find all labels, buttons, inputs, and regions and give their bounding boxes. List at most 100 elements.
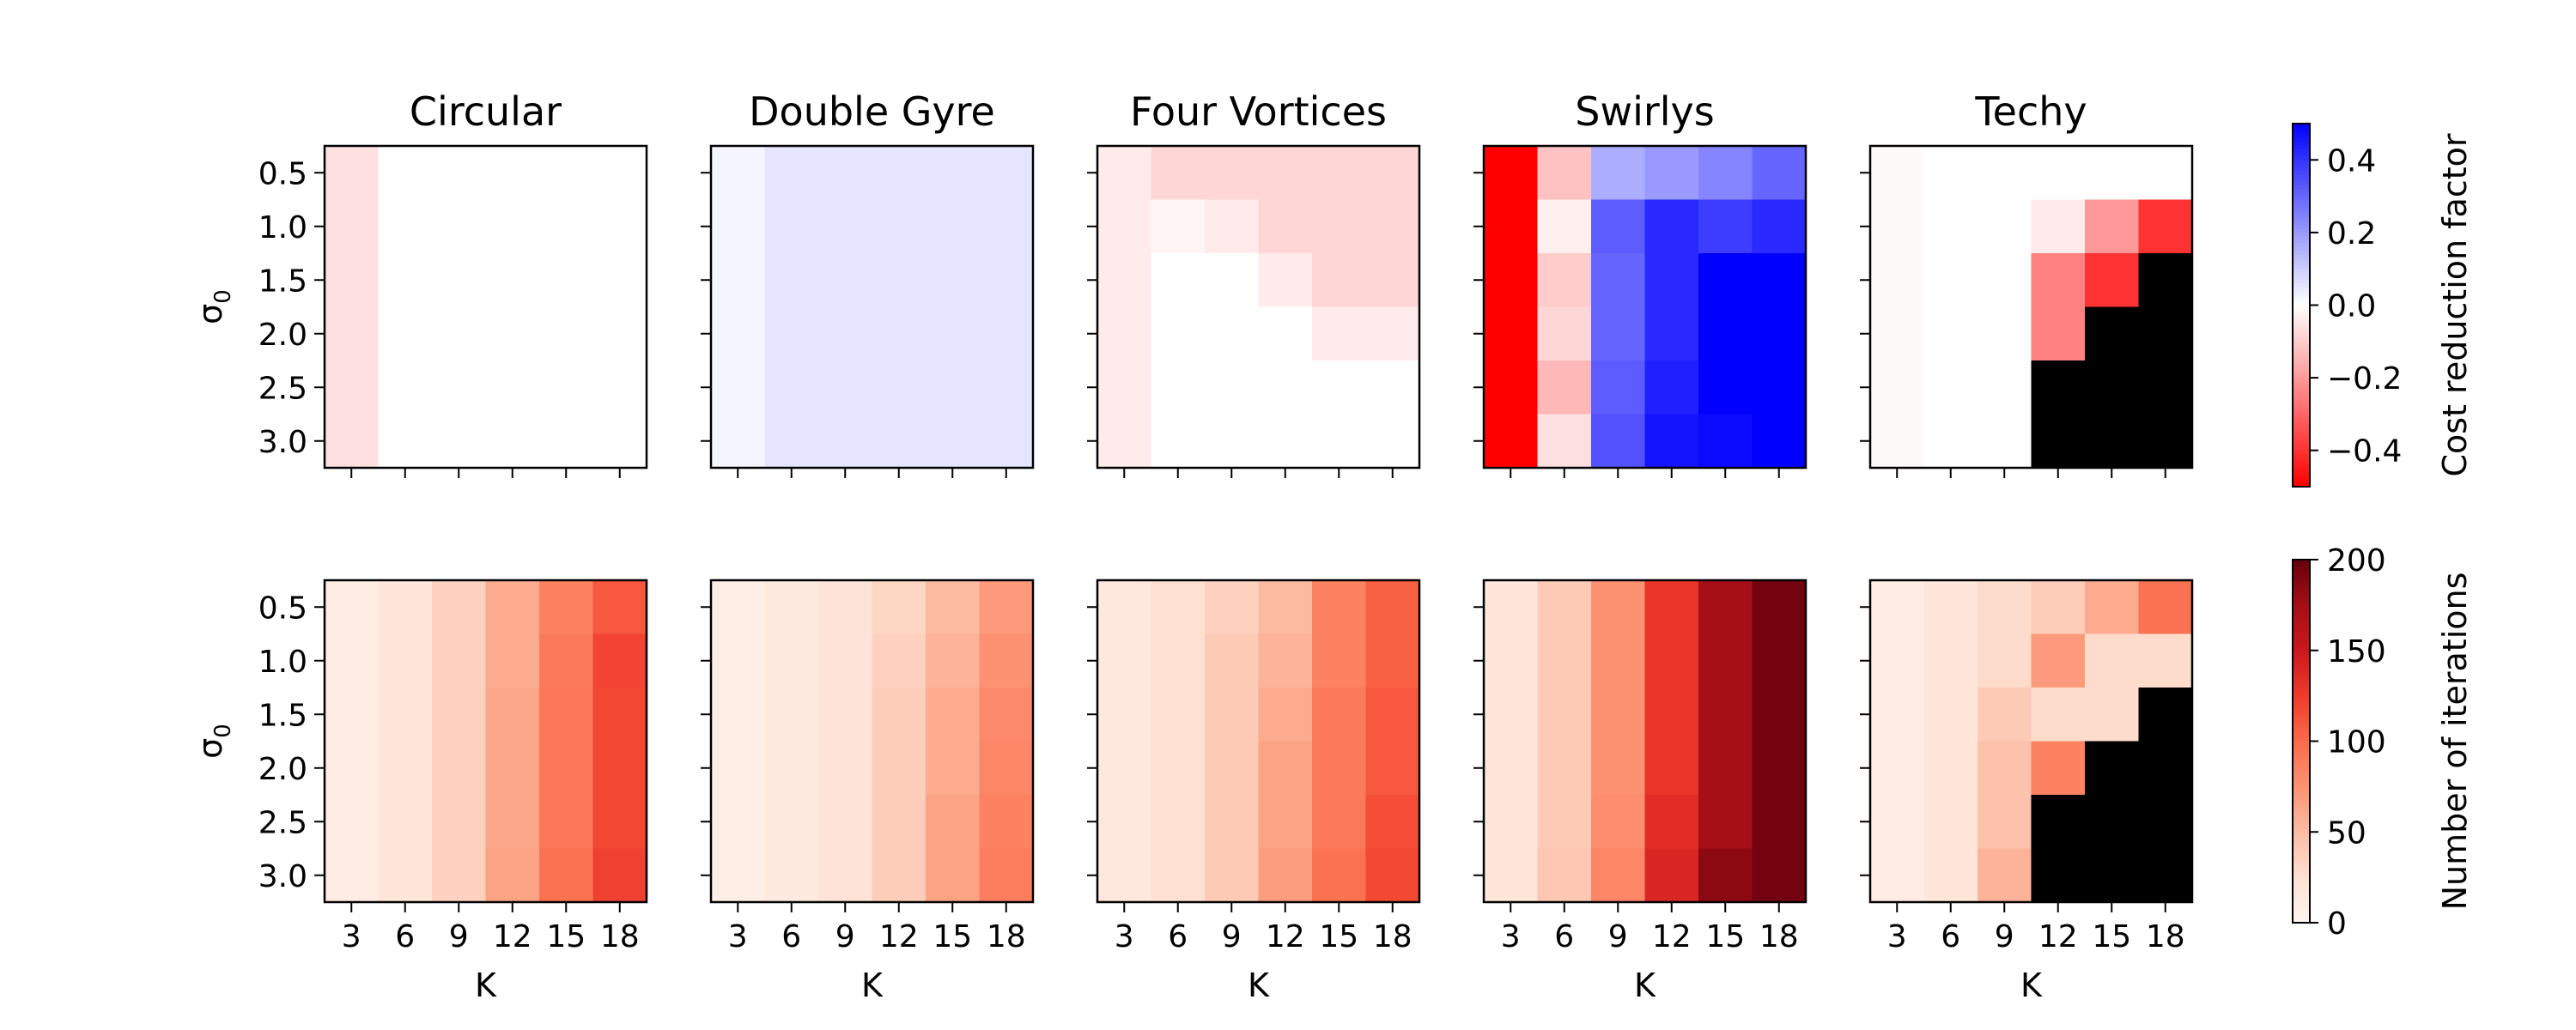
colorbar-gradient-step [2293,795,2310,800]
heatmap-cell [2085,253,2140,308]
heatmap-cell [378,146,433,201]
colorbar-gradient-step [2293,904,2310,909]
colorbar-gradient-step [2293,679,2310,684]
heatmap-cell [818,688,873,742]
y-tick-label: 2.5 [258,805,307,840]
heatmap-cell [1591,795,1646,850]
colorbar-gradient-step [2293,876,2310,880]
colorbar-label-cost_reduction: Cost reduction factor [2436,133,2474,476]
colorbar-gradient-step [2293,352,2310,357]
colorbar-cost_reduction: 0.4 0.2 0.0 −0.2 −0.4 Cost reduction factor [2292,123,2474,488]
colorbar-gradient-step [2293,759,2310,764]
heatmap-cell [539,146,594,201]
colorbar-gradient-step [2293,428,2310,433]
heatmap-cell [1752,199,1807,254]
colorbar-gradient-step [2293,832,2310,837]
heatmap-panel-circular-cost_reduction: 0.5 1.0 1.5 2.0 2.5 3.0 Circular [258,88,648,478]
heatmap-cell [1484,848,1539,903]
heatmap-cell [818,414,873,469]
heatmap-cell [1870,360,1925,415]
colorbar-gradient-step [2293,261,2310,266]
heatmap-cell [1097,146,1152,201]
heatmap-cell [872,848,927,903]
colorbar-gradient-step [2293,835,2310,840]
colorbar-gradient-step [2293,341,2310,346]
colorbar-gradient-step [2293,730,2310,735]
colorbar-gradient-step [2293,585,2310,590]
colorbar-tick-label: 100 [2327,725,2386,760]
colorbar-gradient-step [2293,839,2310,844]
heatmap-cell [711,848,766,903]
heatmap-cell [1205,414,1260,469]
heatmap-cell [592,741,647,796]
x-tick-label: 6 [1168,919,1188,954]
colorbar-gradient-step [2293,464,2310,470]
heatmap-cell [1312,688,1367,742]
heatmap-cell [1365,146,1420,201]
heatmap-cell [2138,414,2193,469]
heatmap-cell [764,580,819,635]
heatmap-cell [2031,580,2086,635]
heatmap-cell [1644,688,1699,742]
heatmap-cell [1097,741,1152,796]
heatmap-cell [1537,580,1592,635]
heatmap-cell [1312,146,1367,201]
heatmap-cell [711,199,766,254]
heatmap-cell [1644,146,1699,201]
heatmap-cell [1870,199,1925,254]
heatmap-cell [592,580,647,635]
heatmap-cell [1097,688,1152,742]
heatmap-panel-four-vortices-iterations: 3 6 9 12 15 18 K [1087,579,1421,1004]
colorbar-gradient-step [2293,864,2310,869]
colorbar-gradient-step [2293,868,2310,873]
heatmap-cell [1258,848,1313,903]
colorbar-gradient-step [2293,799,2310,804]
heatmap-cell [2085,580,2140,635]
colorbar-gradient-step [2293,137,2310,142]
colorbar-gradient-step [2293,690,2310,695]
heatmap-cell [1484,360,1539,415]
heatmap-cell [979,146,1034,201]
x-tick-label: 12 [1652,919,1692,954]
colorbar-gradient-step [2293,846,2310,851]
x-tick-label: 15 [1705,919,1745,954]
x-tick-label: 3 [728,919,748,954]
heatmap-cell [2085,848,2140,903]
colorbar-gradient-step [2293,705,2310,710]
heatmap-cell [1923,146,1978,201]
heatmap-cell [1870,688,1925,742]
colorbar-tick-label: −0.2 [2327,361,2402,397]
heatmap-cell [1752,414,1807,469]
heatmap-cell [1365,741,1420,796]
colorbar-gradient-step [2293,294,2310,299]
heatmap-cell [1644,414,1699,469]
colorbar-gradient-step [2293,712,2310,717]
heatmap-cell [432,580,487,635]
heatmap-cell [926,414,981,469]
colorbar-gradient-step [2293,897,2310,902]
colorbar-gradient-step [2293,214,2310,219]
heatmap-cell [1097,795,1152,850]
y-axis-label: σ0 [191,289,236,324]
heatmap-panel-swirlys-iterations: 3 6 9 12 15 18 K [1473,579,1807,1004]
colorbar-gradient-step [2293,453,2310,458]
colorbar-gradient-step [2293,468,2310,473]
colorbar-gradient-step [2293,334,2310,339]
plots-layer: 0.5 1.0 1.5 2.0 2.5 3.0 Circular Double Gyre Fou… [191,88,2194,1004]
heatmap-cell [872,253,927,308]
colorbar-gradient-step [2293,791,2310,797]
panel-frame [709,144,1035,470]
colorbar-gradient-step [2293,726,2310,731]
heatmap-cell [1870,795,1925,850]
y-tick-label: 2.5 [258,371,307,406]
heatmap-cell [1752,253,1807,308]
heatmap-cell [926,580,981,635]
panel-frame [709,579,1035,904]
heatmap-cell [1752,306,1807,361]
heatmap-cell [1644,253,1699,308]
colorbar-gradient-step [2293,828,2310,833]
panel-frame [323,579,648,904]
heatmap-cell [926,795,981,850]
heatmap-cell [2138,199,2193,254]
colorbar-gradient-step [2293,312,2310,317]
